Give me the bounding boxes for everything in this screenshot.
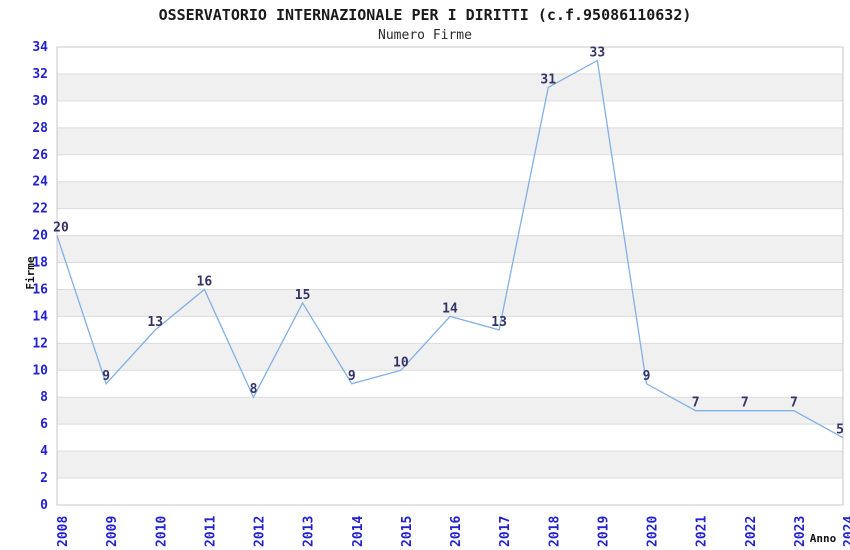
y-tick-label: 34 bbox=[32, 40, 48, 55]
plot-band bbox=[57, 181, 843, 209]
y-tick-label: 8 bbox=[40, 390, 48, 405]
y-tick-label: 2 bbox=[40, 471, 48, 486]
data-point-label: 9 bbox=[348, 369, 356, 384]
y-tick-label: 6 bbox=[40, 417, 48, 432]
x-tick-label: 2009 bbox=[105, 516, 120, 547]
x-tick-label: 2022 bbox=[744, 516, 759, 547]
chart-subtitle: Numero Firme bbox=[378, 28, 472, 43]
x-axis-label: Anno bbox=[810, 532, 837, 545]
data-point-label: 9 bbox=[102, 369, 110, 384]
y-tick-label: 14 bbox=[32, 309, 48, 324]
y-tick-label: 16 bbox=[32, 282, 48, 297]
x-tick-label: 2018 bbox=[547, 516, 562, 547]
y-tick-label: 30 bbox=[32, 94, 48, 109]
data-point-label: 33 bbox=[590, 45, 606, 60]
y-tick-label: 24 bbox=[32, 175, 48, 190]
x-tick-label: 2008 bbox=[56, 516, 71, 547]
data-line bbox=[56, 59, 844, 439]
y-tick-label: 20 bbox=[32, 229, 48, 244]
x-tick-label: 2017 bbox=[498, 516, 513, 547]
x-tick-label: 2020 bbox=[646, 516, 661, 547]
y-tick-label: 28 bbox=[32, 121, 48, 136]
plot-border bbox=[56, 46, 844, 506]
chart-title: OSSERVATORIO INTERNAZIONALE PER I DIRITT… bbox=[159, 6, 692, 24]
x-tick-label: 2019 bbox=[596, 516, 611, 547]
data-point-label: 15 bbox=[295, 288, 311, 303]
x-tick-label: 2016 bbox=[449, 516, 464, 547]
data-point-label: 13 bbox=[491, 315, 507, 330]
y-tick-label: 12 bbox=[32, 336, 48, 351]
y-tick-label: 0 bbox=[40, 498, 48, 513]
x-tick-label: 2015 bbox=[400, 516, 415, 547]
y-tick-label: 18 bbox=[32, 256, 48, 271]
y-tick-label: 10 bbox=[32, 363, 48, 378]
data-point-label: 16 bbox=[197, 274, 213, 289]
data-point-label: 20 bbox=[53, 221, 69, 236]
data-point-label: 5 bbox=[836, 423, 844, 438]
data-point-label: 10 bbox=[393, 355, 409, 370]
data-point-label: 14 bbox=[442, 301, 458, 316]
data-point-label: 7 bbox=[790, 396, 798, 411]
x-tick-label: 2012 bbox=[253, 516, 268, 547]
y-tick-label: 32 bbox=[32, 67, 48, 82]
data-point-label: 9 bbox=[643, 369, 651, 384]
data-point-label: 31 bbox=[540, 72, 556, 87]
plot-band bbox=[57, 235, 843, 263]
data-point-label: 13 bbox=[147, 315, 163, 330]
y-tick-label: 22 bbox=[32, 202, 48, 217]
y-tick-label: 4 bbox=[40, 444, 48, 459]
data-point-label: 7 bbox=[692, 396, 700, 411]
data-point-label: 7 bbox=[741, 396, 749, 411]
plot-band bbox=[57, 451, 843, 479]
y-tick-label: 26 bbox=[32, 148, 48, 163]
x-tick-label: 2023 bbox=[793, 516, 808, 547]
plot-background bbox=[57, 47, 843, 505]
plot-band bbox=[57, 343, 843, 371]
x-tick-label: 2014 bbox=[351, 516, 366, 547]
y-axis-label: Firme bbox=[24, 256, 37, 289]
data-point-label: 8 bbox=[250, 382, 258, 397]
plot-band bbox=[57, 127, 843, 155]
x-tick-label: 2011 bbox=[203, 516, 218, 547]
x-tick-label: 2024 bbox=[842, 516, 850, 547]
x-tick-label: 2021 bbox=[695, 516, 710, 547]
x-tick-label: 2010 bbox=[154, 516, 169, 547]
x-tick-label: 2013 bbox=[302, 516, 317, 547]
plot-band bbox=[57, 73, 843, 101]
